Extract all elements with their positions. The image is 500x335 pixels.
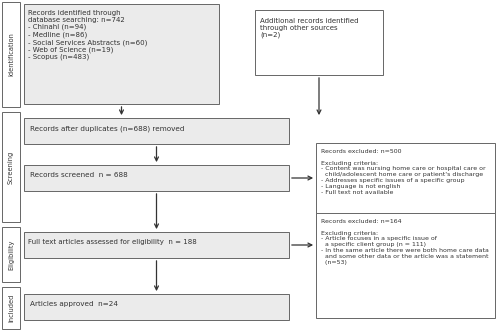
Text: Screening: Screening	[8, 150, 14, 184]
Bar	[24, 165, 289, 191]
Text: Records excluded: n=164

Excluding criteria:
- Article focuses in a specific iss: Records excluded: n=164 Excluding criter…	[321, 219, 489, 265]
Text: Records screened  n = 688: Records screened n = 688	[30, 172, 128, 178]
Bar	[24, 4, 219, 104]
Bar	[255, 10, 383, 75]
Text: Eligibility: Eligibility	[8, 239, 14, 270]
Bar	[2, 112, 20, 222]
Bar	[2, 287, 20, 329]
Text: Records excluded: n=500

Excluding criteria:
- Content was nursing home care or : Records excluded: n=500 Excluding criter…	[321, 149, 486, 195]
Bar	[24, 232, 289, 258]
Bar	[24, 118, 289, 144]
Bar	[2, 2, 20, 107]
Text: Additional records identified
through other sources
(n=2): Additional records identified through ot…	[260, 18, 358, 39]
Text: Articles approved  n=24: Articles approved n=24	[30, 301, 118, 307]
Text: Included: Included	[8, 294, 14, 322]
Bar	[316, 143, 495, 228]
Bar	[2, 227, 20, 282]
Bar	[316, 213, 495, 318]
Bar	[24, 294, 289, 320]
Text: Records after duplicates (n=688) removed: Records after duplicates (n=688) removed	[30, 125, 184, 132]
Text: Identification: Identification	[8, 32, 14, 76]
Text: Records identified through
database searching: n=742
- Chinahl (n=94)
- Medline : Records identified through database sear…	[28, 10, 148, 61]
Text: Full text articles assessed for eligibility  n = 188: Full text articles assessed for eligibil…	[28, 239, 197, 245]
